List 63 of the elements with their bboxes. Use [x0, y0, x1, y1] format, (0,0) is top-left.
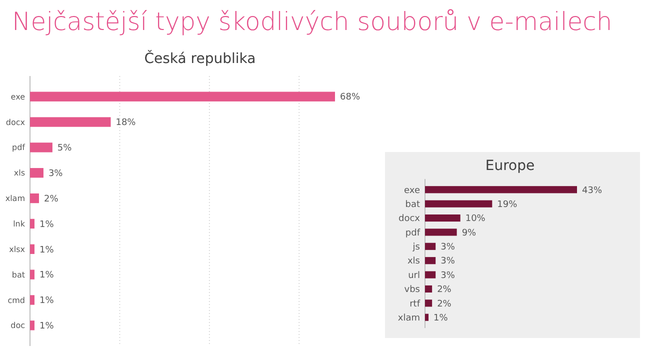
y-tick-label: js — [412, 242, 420, 253]
y-tick-label: xlam — [398, 314, 420, 324]
data-label: 1% — [39, 270, 54, 281]
y-tick-label: bat — [405, 200, 420, 210]
bar — [30, 168, 44, 178]
data-label: 68% — [340, 92, 360, 103]
y-tick-label: rtf — [410, 299, 421, 310]
y-tick-label: cmd — [8, 296, 25, 305]
y-tick-label: xls — [407, 256, 420, 267]
data-label: 3% — [440, 256, 456, 267]
bar — [30, 244, 34, 254]
bar — [425, 242, 436, 250]
bar — [30, 193, 39, 204]
bar — [30, 92, 335, 102]
y-tick-label: exe — [404, 186, 420, 196]
bar — [425, 257, 436, 264]
bar — [30, 142, 52, 152]
data-label: 19% — [497, 200, 518, 210]
chart-title: Nejčastější typy škodlivých souborů v e-mailech — [12, 7, 612, 36]
y-tick-label: bat — [12, 270, 25, 280]
data-label: 5% — [57, 144, 72, 154]
y-tick-label: url — [408, 270, 420, 281]
bar — [425, 300, 432, 307]
data-label: 3% — [440, 242, 456, 253]
y-tick-label: pdf — [405, 228, 421, 238]
y-tick-label: pdf — [12, 143, 26, 152]
data-label: 43% — [582, 186, 602, 196]
data-label: 9% — [462, 228, 477, 238]
y-tick-label: xlam — [5, 194, 26, 204]
bar — [425, 186, 577, 194]
bar — [425, 314, 429, 321]
y-tick-label: lnk — [13, 220, 26, 229]
bar — [425, 271, 436, 278]
bar — [425, 285, 432, 293]
y-tick-label: xlsx — [9, 244, 26, 254]
bar — [425, 214, 460, 222]
data-label: 18% — [116, 118, 136, 128]
data-label: 2% — [437, 285, 452, 296]
bar — [30, 270, 34, 280]
chart-subtitle: Česká republika — [144, 50, 256, 67]
chart-title: Europe — [485, 158, 535, 174]
bar — [30, 218, 34, 229]
data-label: 10% — [465, 214, 486, 224]
data-label: 2% — [44, 194, 59, 204]
data-label: 1% — [39, 322, 54, 332]
y-tick-label: docx — [6, 118, 26, 127]
bar — [425, 228, 457, 236]
data-label: 3% — [440, 270, 456, 281]
bar — [425, 200, 492, 208]
data-label: 1% — [434, 314, 448, 324]
y-tick-label: vbs — [404, 285, 420, 296]
data-label: 1% — [39, 245, 54, 256]
data-label: 1% — [39, 220, 54, 230]
bar — [30, 117, 111, 127]
y-tick-label: exe — [10, 92, 26, 102]
bar — [30, 295, 34, 305]
y-tick-label: xls — [14, 168, 25, 178]
y-tick-label: doc — [10, 321, 25, 330]
y-tick-label: docx — [398, 214, 421, 224]
data-label: 3% — [48, 169, 64, 180]
bar — [30, 320, 34, 330]
data-label: 1% — [39, 296, 54, 306]
data-label: 2% — [437, 299, 452, 310]
